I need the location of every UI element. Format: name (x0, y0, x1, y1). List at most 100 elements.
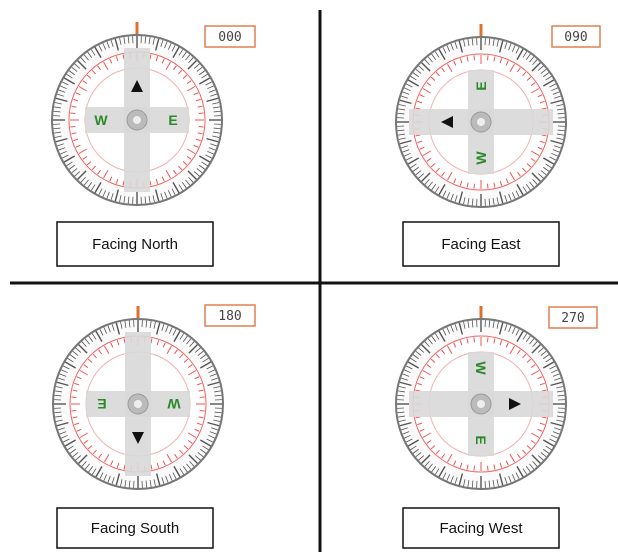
dial-tick-red (149, 180, 152, 186)
dial-tick-red (98, 349, 102, 355)
dial-tick (206, 97, 219, 103)
dial-tick (124, 320, 127, 329)
dial-tick-red (150, 338, 153, 344)
dial-tick (172, 328, 177, 336)
dial-tick-red (123, 338, 126, 344)
dial-tick-red (435, 71, 440, 77)
dial-tick (488, 198, 491, 206)
dial-tick (193, 63, 200, 69)
dial-tick-red (493, 338, 496, 344)
dial-tick (557, 129, 565, 132)
heading-value: 090 (564, 30, 587, 45)
dial-tick (99, 328, 104, 336)
dial-tick (167, 190, 172, 197)
north-arrow (441, 116, 453, 128)
dial-tick (531, 62, 541, 72)
dial-tick-red (415, 389, 421, 392)
dial-tick-red (435, 353, 440, 359)
dial-tick (551, 369, 558, 374)
dial-tick (84, 338, 90, 345)
dial-tick (450, 43, 454, 51)
dial-tick-red (79, 432, 89, 438)
dial-tick (471, 198, 474, 206)
dial-tick (400, 427, 408, 431)
dial-tick (412, 72, 419, 78)
dial-tick (103, 327, 108, 334)
dial-tick-red (186, 156, 192, 160)
dial-tick (515, 46, 520, 54)
dial-tick-red (78, 86, 88, 92)
dial-tick (186, 463, 192, 470)
dial-tick-red (174, 453, 178, 459)
dial-tick (187, 60, 197, 70)
dial-tick (504, 477, 508, 485)
dial-tick (78, 344, 88, 354)
dial-tick (127, 36, 130, 44)
dial-tick-red (115, 56, 119, 62)
dial-tick-red (473, 55, 476, 61)
dial-tick (554, 145, 562, 149)
dial-tick (94, 182, 102, 194)
dial-tick (102, 43, 107, 50)
dial-tick (415, 452, 422, 458)
dial-tick (412, 354, 419, 360)
dial-tick-red (92, 353, 97, 359)
dial-tick (407, 157, 419, 165)
dial-tick (552, 373, 560, 377)
heading-value: 180 (218, 309, 241, 324)
dial-tick-red (198, 389, 204, 392)
dial-tick-red (98, 453, 102, 459)
dial-tick (545, 75, 552, 81)
dial-tick-red (441, 349, 445, 355)
dial-tick (128, 480, 131, 488)
dial-tick (529, 181, 535, 188)
dial-tick-red (473, 183, 476, 189)
dial-tick (75, 347, 82, 353)
dial-tick-red (156, 340, 160, 346)
dial-tick-red (486, 55, 489, 61)
dial-tick-red (473, 337, 476, 343)
dial-tick (412, 166, 419, 172)
dial-tick (62, 365, 70, 370)
dial-tick (543, 166, 550, 172)
dial-tick-red (530, 370, 540, 376)
dial-tick (516, 184, 524, 196)
dial-tick-red (417, 140, 423, 144)
dial-tick-red (199, 396, 205, 399)
dial-tick (446, 327, 451, 334)
dial-tick (525, 184, 531, 191)
dial-tick-red (530, 364, 536, 368)
dial-tick-red (110, 460, 114, 466)
dial-tick (508, 193, 512, 201)
dial-tick (57, 377, 65, 381)
dial-tick (545, 163, 552, 169)
dial-tick (75, 455, 82, 461)
dial-tick-red (197, 105, 203, 108)
dial-tick (88, 466, 94, 473)
dial-tick (402, 431, 410, 435)
dial-tick (205, 81, 213, 86)
dial-tick (188, 57, 194, 64)
dial-tick (74, 63, 81, 69)
dial-tick (515, 472, 520, 480)
dial-tick (410, 75, 417, 81)
dial-tick-red (541, 416, 547, 419)
dial-tick (165, 475, 169, 483)
dial-tick-red (453, 60, 457, 66)
dial-tick-red (104, 345, 110, 355)
dial-tick (415, 350, 422, 356)
compass: WE (395, 306, 567, 490)
dial-tick (71, 168, 78, 174)
dial-tick-red (415, 134, 421, 137)
dial-tick-red (537, 428, 543, 432)
dial-tick-red (493, 182, 496, 188)
dial-tick (164, 191, 168, 199)
dial-tick-red (116, 340, 120, 346)
dial-tick (214, 411, 222, 414)
dial-tick-red (422, 88, 432, 94)
dial-tick (427, 338, 433, 345)
dial-tick-red (187, 370, 197, 376)
dial-tick (61, 81, 69, 86)
dial-tick (120, 321, 123, 329)
dial-tick (182, 466, 188, 473)
